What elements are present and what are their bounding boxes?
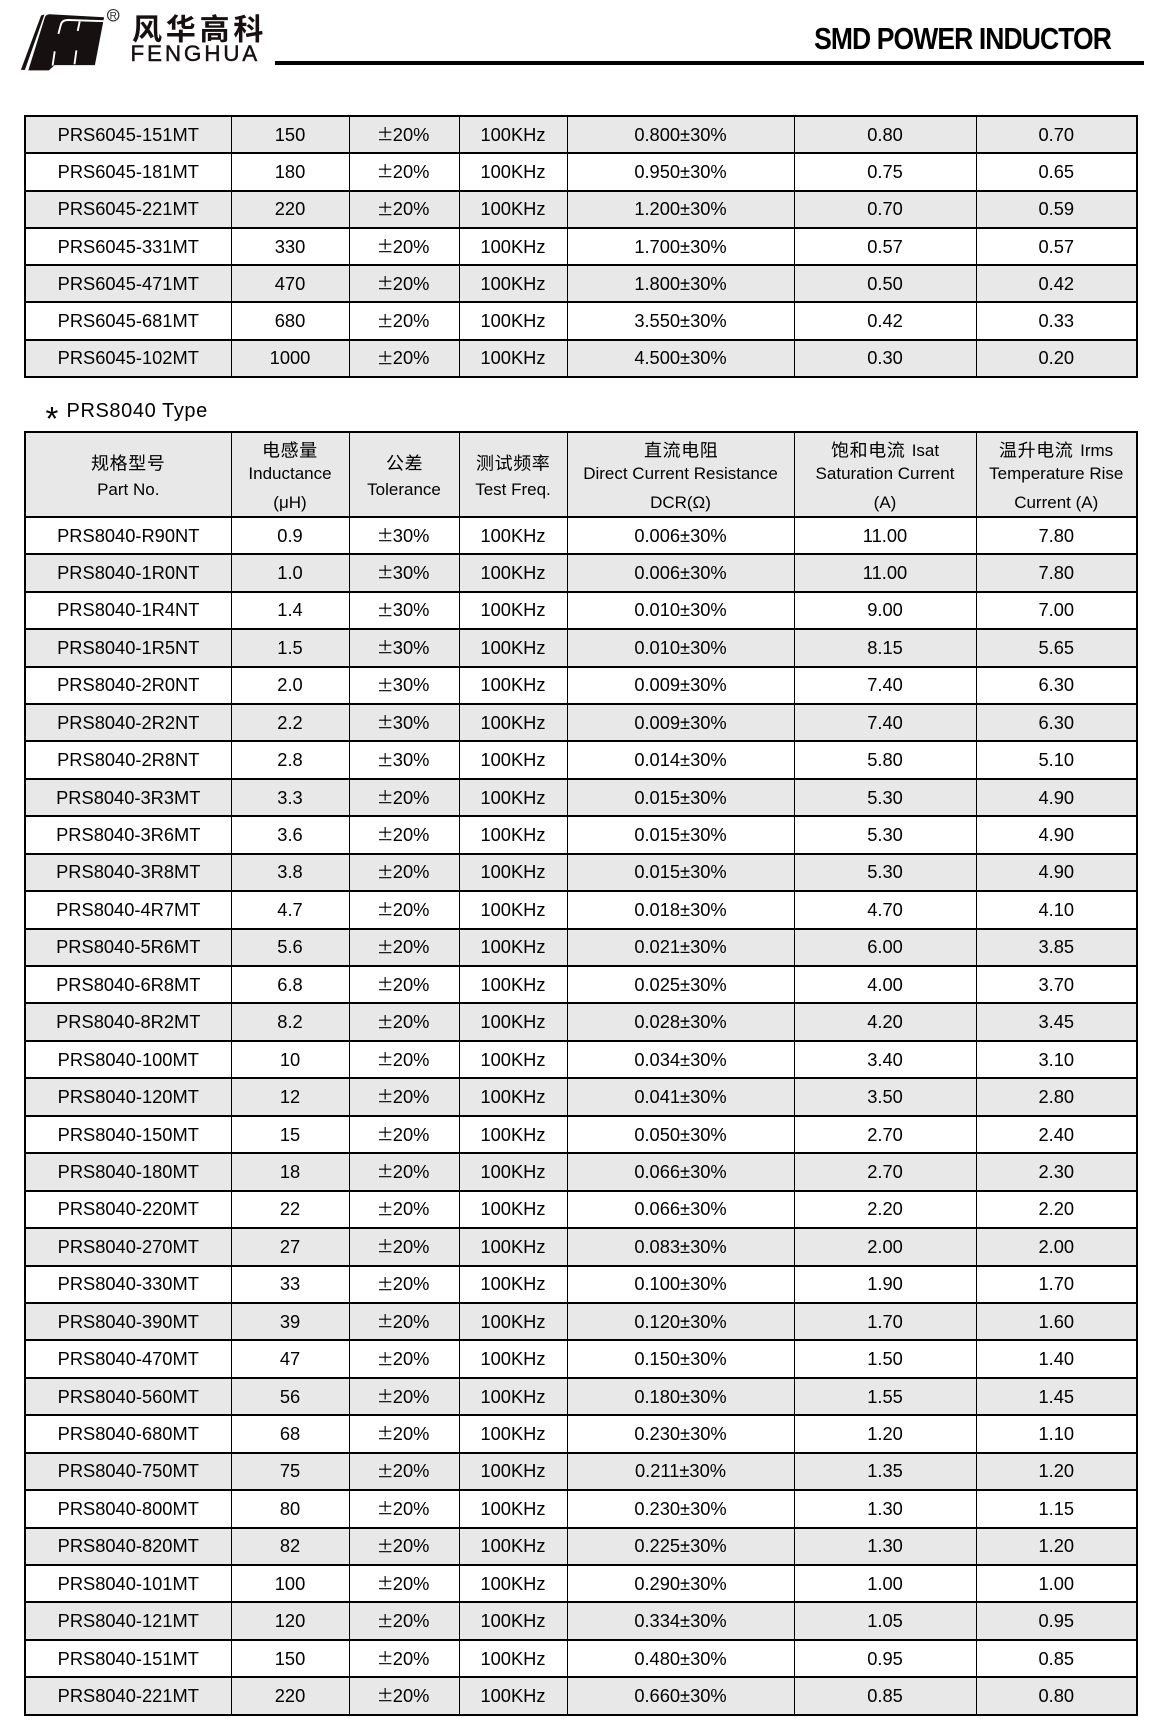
svg-text:R: R [110, 11, 117, 22]
